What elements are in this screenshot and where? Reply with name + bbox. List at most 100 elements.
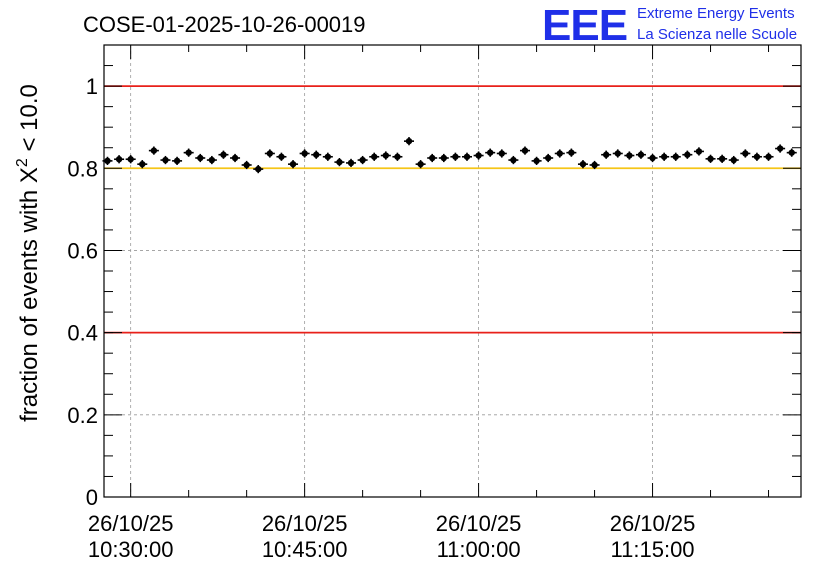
- data-point: [357, 155, 368, 165]
- eee-logo: EEE Extreme Energy Events La Scienza nel…: [542, 1, 797, 50]
- x-tick-label-time: 11:00:00: [437, 537, 521, 562]
- chart-title: COSE-01-2025-10-26-00019: [83, 12, 366, 37]
- data-point: [624, 151, 635, 160]
- y-axis-label-prefix: fraction of events with: [16, 183, 43, 422]
- point-marker: [405, 137, 413, 145]
- data-point: [751, 152, 762, 161]
- point-marker: [533, 157, 540, 165]
- point-marker: [765, 153, 772, 160]
- point-marker: [753, 153, 761, 160]
- data-points: [102, 137, 797, 174]
- point-marker: [173, 157, 181, 165]
- point-marker: [452, 153, 459, 160]
- axis-ticks: [104, 44, 801, 498]
- point-marker: [417, 160, 424, 168]
- x-tick-label-time: 11:15:00: [611, 537, 695, 562]
- data-point: [195, 153, 206, 163]
- point-marker: [498, 150, 505, 157]
- data-point: [264, 149, 275, 158]
- data-point: [346, 158, 357, 168]
- point-marker: [684, 151, 691, 158]
- data-point: [543, 153, 554, 163]
- point-marker: [660, 153, 668, 160]
- data-point: [276, 152, 287, 161]
- point-marker: [742, 150, 749, 157]
- point-marker: [208, 156, 216, 164]
- point-marker: [347, 159, 355, 167]
- data-point: [125, 155, 136, 164]
- point-marker: [336, 158, 343, 166]
- point-marker: [788, 149, 795, 156]
- y-tick-label: 0.8: [67, 156, 98, 181]
- data-point: [763, 152, 774, 161]
- x-tick-label-date: 26/10/25: [88, 511, 174, 536]
- point-marker: [301, 150, 308, 157]
- data-point: [288, 160, 299, 169]
- data-point: [311, 150, 322, 159]
- point-marker: [707, 155, 714, 163]
- data-point: [253, 164, 264, 174]
- data-point: [775, 144, 786, 153]
- point-marker: [602, 151, 610, 158]
- data-point: [519, 146, 530, 155]
- data-point: [450, 152, 461, 161]
- data-point: [601, 150, 612, 159]
- point-marker: [649, 154, 656, 162]
- data-point: [241, 160, 252, 170]
- data-point: [670, 152, 681, 161]
- point-marker: [371, 153, 378, 160]
- point-marker: [730, 156, 737, 164]
- data-point: [728, 155, 739, 165]
- point-marker: [278, 153, 285, 160]
- y-tick-label: 0.2: [67, 403, 98, 428]
- point-marker: [150, 147, 158, 154]
- point-marker: [289, 160, 297, 168]
- data-point: [392, 152, 403, 161]
- point-marker: [220, 151, 227, 158]
- data-point: [740, 149, 751, 158]
- data-point: [148, 146, 159, 155]
- point-marker: [510, 156, 517, 164]
- y-axis-label-suffix: < 10.0: [16, 84, 43, 158]
- x-tick-label-time: 10:45:00: [262, 537, 348, 562]
- data-point: [461, 152, 472, 161]
- data-point: [717, 154, 728, 163]
- point-marker: [255, 165, 262, 173]
- data-point: [160, 155, 171, 165]
- point-marker: [579, 160, 587, 168]
- y-tick-label: 1: [86, 74, 98, 99]
- point-marker: [231, 154, 239, 162]
- data-point: [114, 155, 125, 164]
- reference-lines: [104, 85, 801, 334]
- grid-lines: [104, 45, 801, 497]
- y-tick-label: 0: [86, 485, 98, 510]
- y-axis-label-chi: X: [16, 167, 43, 183]
- point-marker: [382, 152, 390, 159]
- data-point: [438, 153, 449, 163]
- y-tick-label: 0.6: [67, 238, 98, 263]
- point-marker: [637, 151, 645, 158]
- point-marker: [486, 149, 494, 156]
- data-point: [218, 150, 229, 159]
- data-point: [415, 160, 426, 169]
- point-marker: [266, 150, 274, 157]
- tick-labels: 00.20.40.60.8126/10/2510:30:0026/10/2510…: [67, 74, 695, 562]
- data-point: [172, 156, 183, 165]
- point-marker: [776, 145, 784, 152]
- x-tick-label-date: 26/10/25: [436, 511, 522, 536]
- eee-logo-line2: La Scienza nelle Scuole: [637, 26, 797, 43]
- point-marker: [104, 157, 111, 165]
- data-point: [566, 148, 577, 157]
- data-point: [612, 149, 623, 158]
- data-point: [380, 151, 391, 160]
- point-marker: [672, 153, 679, 160]
- data-point: [635, 150, 646, 159]
- data-point: [334, 158, 345, 167]
- point-marker: [568, 149, 575, 156]
- data-point: [508, 155, 519, 165]
- data-point: [659, 152, 670, 161]
- data-point: [473, 151, 484, 160]
- plot-frame: [103, 44, 802, 498]
- data-point: [206, 155, 217, 165]
